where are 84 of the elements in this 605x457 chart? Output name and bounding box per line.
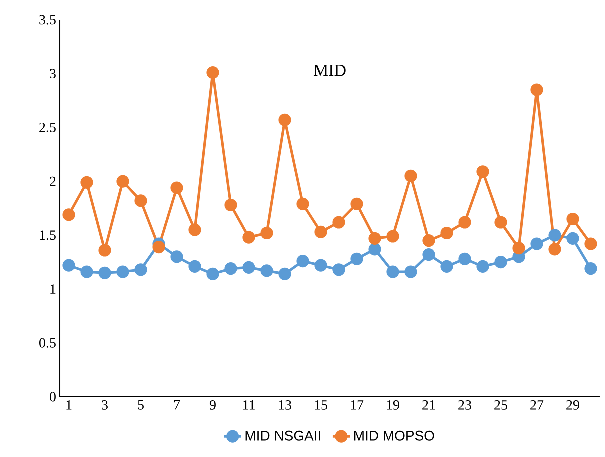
point [386, 230, 400, 243]
point [548, 243, 562, 256]
point [548, 229, 562, 242]
point [296, 254, 310, 268]
point [476, 166, 490, 178]
point [530, 84, 544, 96]
y-tick-label: 2.5 [40, 122, 56, 132]
point [80, 266, 94, 278]
point [134, 264, 148, 276]
point [332, 264, 346, 276]
x-tick-label: 13 [279, 400, 292, 410]
point [80, 176, 94, 189]
x-tick-label: 1 [66, 400, 72, 410]
x-tick-label: 23 [458, 400, 472, 410]
x-tick-label: 19 [387, 400, 400, 410]
y-tick-label: 0.5 [40, 338, 56, 348]
x-tick-label: 3 [102, 400, 108, 410]
point [188, 260, 202, 273]
point [350, 252, 364, 266]
point [260, 264, 274, 278]
point [566, 232, 580, 245]
point [530, 238, 544, 250]
point [296, 198, 310, 210]
point [224, 262, 238, 276]
x-tick-label: 27 [530, 400, 544, 410]
x-tick-label: 21 [422, 400, 436, 410]
point [476, 260, 490, 273]
point [458, 216, 472, 229]
x-tick-label: 11 [243, 400, 255, 410]
point [368, 232, 382, 245]
y-tick-label: 0 [50, 392, 56, 402]
point [116, 175, 130, 188]
point [98, 244, 112, 257]
x-tick-label: 15 [315, 400, 328, 410]
point [422, 248, 436, 262]
point [278, 268, 292, 280]
point [188, 224, 202, 236]
text: MID [314, 64, 346, 76]
y-tick-label: 3.5 [40, 15, 56, 25]
point [206, 66, 220, 80]
point [62, 259, 76, 272]
point [440, 260, 454, 273]
point [386, 266, 400, 278]
point [170, 182, 184, 194]
legend-label: MID NSGAII [246, 430, 320, 441]
x-tick-label: 25 [494, 400, 508, 410]
point [440, 226, 454, 240]
point [332, 216, 346, 229]
point [62, 208, 76, 222]
y-tick-label: 1 [50, 284, 56, 294]
point [350, 198, 364, 210]
point [566, 212, 580, 226]
point [368, 243, 382, 256]
x-tick-label: 7 [174, 400, 180, 410]
point [494, 256, 508, 269]
point [134, 194, 148, 208]
point [152, 240, 166, 254]
point [584, 238, 598, 250]
point [224, 198, 238, 212]
x-tick-label: 29 [566, 400, 580, 410]
y-tick-label: 1.5 [40, 230, 56, 240]
point [314, 259, 328, 272]
point [584, 262, 598, 276]
x-tick-label: 9 [210, 400, 216, 410]
point [404, 170, 418, 182]
x-tick-label: 5 [138, 400, 144, 410]
point [260, 226, 274, 240]
point [404, 266, 418, 278]
y-tick-label: 2 [50, 176, 56, 186]
point [494, 216, 508, 229]
point [314, 226, 328, 238]
y-tick-label: 3 [50, 69, 56, 79]
point [116, 266, 130, 278]
point [278, 114, 292, 126]
point [242, 261, 256, 274]
point [458, 252, 472, 266]
point [98, 266, 112, 280]
x-tick-label: 17 [351, 400, 364, 410]
point [422, 234, 436, 248]
point [512, 242, 526, 255]
point [206, 268, 220, 280]
point [242, 231, 256, 244]
legend-label: MID MOPSO [354, 430, 434, 441]
point [170, 250, 184, 264]
